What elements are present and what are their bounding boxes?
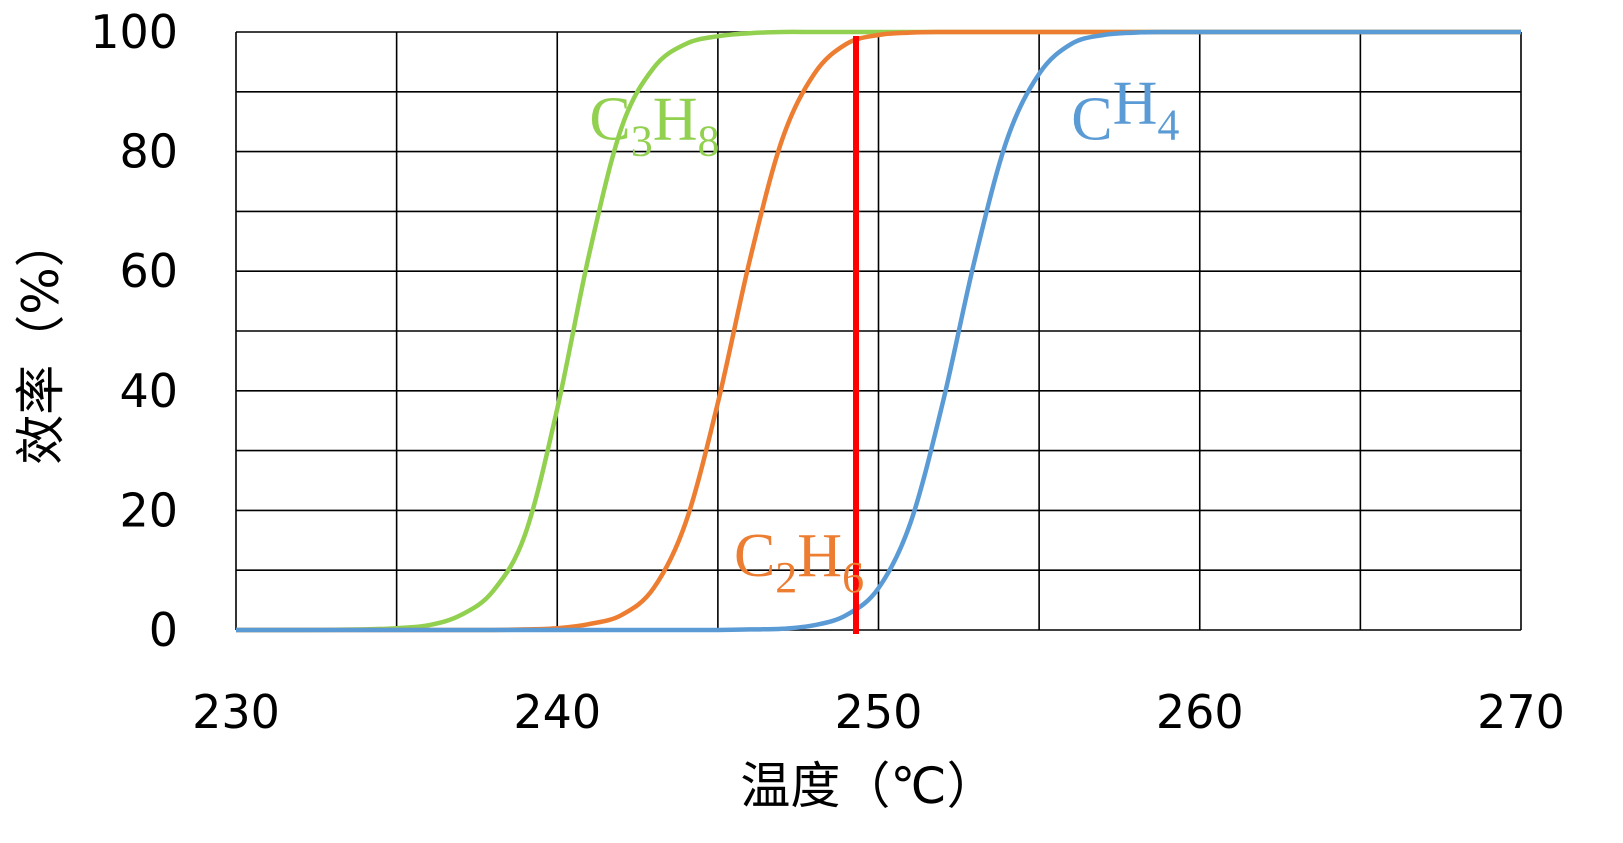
y-axis-title: 效率（%） bbox=[12, 217, 70, 465]
y-tick-label: 0 bbox=[149, 603, 178, 657]
x-tick-label: 240 bbox=[513, 685, 601, 739]
x-axis-title: 温度（℃） bbox=[740, 757, 996, 815]
grid bbox=[235, 31, 1522, 631]
y-tick-label: 60 bbox=[119, 244, 178, 298]
y-tick-label: 20 bbox=[119, 483, 178, 537]
x-tick-label: 230 bbox=[192, 685, 280, 739]
y-tick-label: 80 bbox=[119, 125, 178, 179]
series-label: CH4 bbox=[1071, 70, 1179, 154]
y-tick-label: 40 bbox=[119, 364, 178, 418]
series-label: C3H8 bbox=[589, 86, 719, 166]
series-line bbox=[236, 29, 1521, 633]
x-tick-label: 260 bbox=[1156, 685, 1244, 739]
x-tick-label: 270 bbox=[1477, 685, 1565, 739]
y-tick-label: 100 bbox=[90, 5, 178, 59]
series-lines bbox=[235, 29, 1521, 633]
series-label: C2H6 bbox=[734, 522, 864, 602]
tick-labels: 0 20 40 60 80 100 230 240 250 260 270 bbox=[90, 5, 1565, 739]
x-tick-label: 250 bbox=[835, 685, 923, 739]
series-labels: C3H8 C2H6 CH4 bbox=[589, 70, 1179, 603]
